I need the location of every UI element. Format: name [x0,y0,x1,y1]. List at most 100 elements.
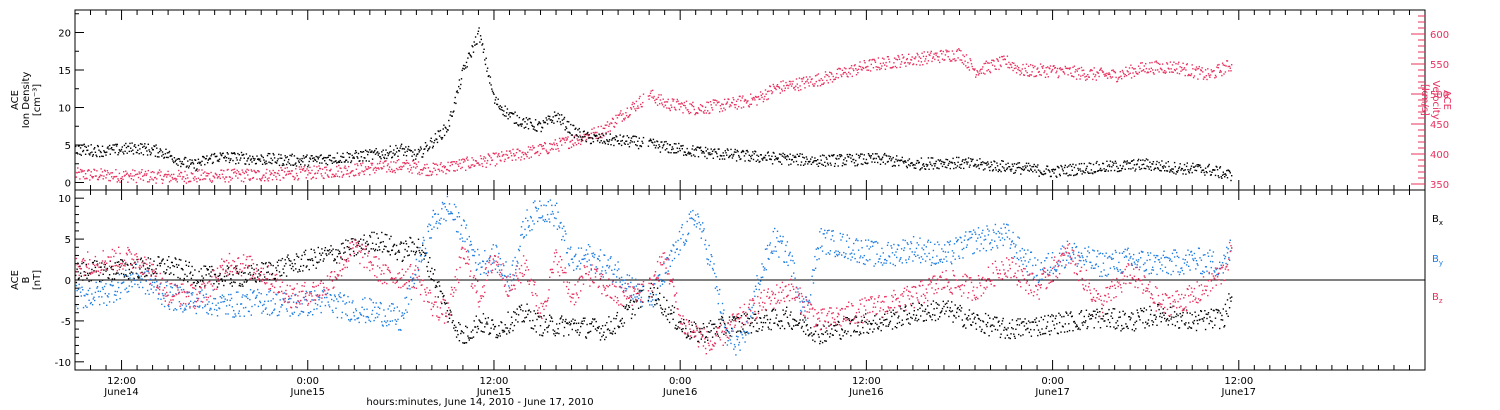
density-point [777,157,779,159]
bx-point [1039,333,1042,336]
density-point [117,154,119,156]
bx-point [655,299,657,302]
velocity-point [917,60,920,62]
density-point [461,69,463,72]
density-point [221,154,223,157]
bx-point [802,319,804,321]
density-point [1083,162,1085,165]
velocity-point [746,100,748,103]
velocity-point [733,104,736,106]
velocity-point [819,79,821,82]
velocity-point [879,62,882,65]
bx-point [1121,324,1123,327]
density-point [629,142,631,144]
bx-point [517,321,519,323]
velocity-point [726,102,728,105]
velocity-point [411,172,413,174]
velocity-point [1153,73,1155,75]
density-point [728,155,731,158]
density-point [281,164,284,167]
velocity-point [869,70,872,72]
bx-point [525,316,528,318]
density-point [508,114,510,116]
velocity-point [1026,71,1028,74]
density-point [442,128,444,130]
density-point [269,153,271,155]
bx-point [1079,328,1081,331]
velocity-point [422,169,424,171]
velocity-point [223,170,225,172]
density-point [218,160,220,163]
density-point [374,149,376,152]
density-point [1000,170,1002,173]
density-point [977,165,979,167]
density-point [1034,169,1036,171]
velocity-point [130,178,133,180]
velocity-point [648,98,650,100]
density-point [178,158,181,160]
density-point [590,142,592,145]
velocity-point [828,75,830,78]
density-point [934,162,937,165]
velocity-point [75,171,77,174]
bx-point [526,303,528,305]
velocity-point [956,49,959,51]
bx-point [249,271,251,274]
bx-point [793,325,795,327]
bx-point [1001,323,1003,325]
velocity-point [1082,69,1085,71]
velocity-point [649,92,652,94]
bx-point [229,282,231,285]
velocity-point [150,171,152,174]
density-point [987,161,989,163]
velocity-point [1091,69,1093,72]
velocity-point [898,58,901,60]
density-point [312,157,314,160]
bx-point [790,311,792,313]
velocity-point [1168,68,1170,70]
bx-point [125,274,127,276]
density-point [601,133,603,135]
velocity-point [474,164,476,167]
density-point [868,154,870,156]
velocity-point [271,173,273,175]
density-point [695,149,698,151]
bx-point [605,336,607,338]
bx-point [531,327,533,329]
density-point [478,27,480,29]
velocity-point [418,171,420,174]
velocity-point [486,159,489,162]
velocity-point [287,170,289,173]
density-point [242,153,245,156]
density-point [927,164,929,166]
density-point [1069,163,1071,166]
bx-point [582,317,585,319]
density-point [257,158,260,160]
density-point [979,158,981,160]
velocity-point [1181,69,1184,71]
bx-point [197,281,200,284]
density-point [1032,171,1034,173]
bx-point [1206,317,1208,320]
density-point [973,165,975,167]
velocity-point [1034,65,1036,68]
density-point [612,137,614,139]
density-point [716,152,718,155]
bx-point [114,262,116,264]
velocity-point [162,179,164,181]
density-point [145,146,147,148]
bx-point [1101,307,1103,310]
velocity-point [517,157,520,159]
velocity-point [282,176,284,179]
density-point [1051,170,1054,172]
density-point [1145,167,1147,170]
density-point [947,164,949,166]
velocity-point [536,151,538,154]
bx-point [778,320,781,323]
bx-point [1039,331,1041,334]
velocity-point [933,53,935,55]
density-point [523,127,525,129]
velocity-point [471,157,473,159]
bx-point [1152,324,1154,326]
bx-point [411,241,413,244]
